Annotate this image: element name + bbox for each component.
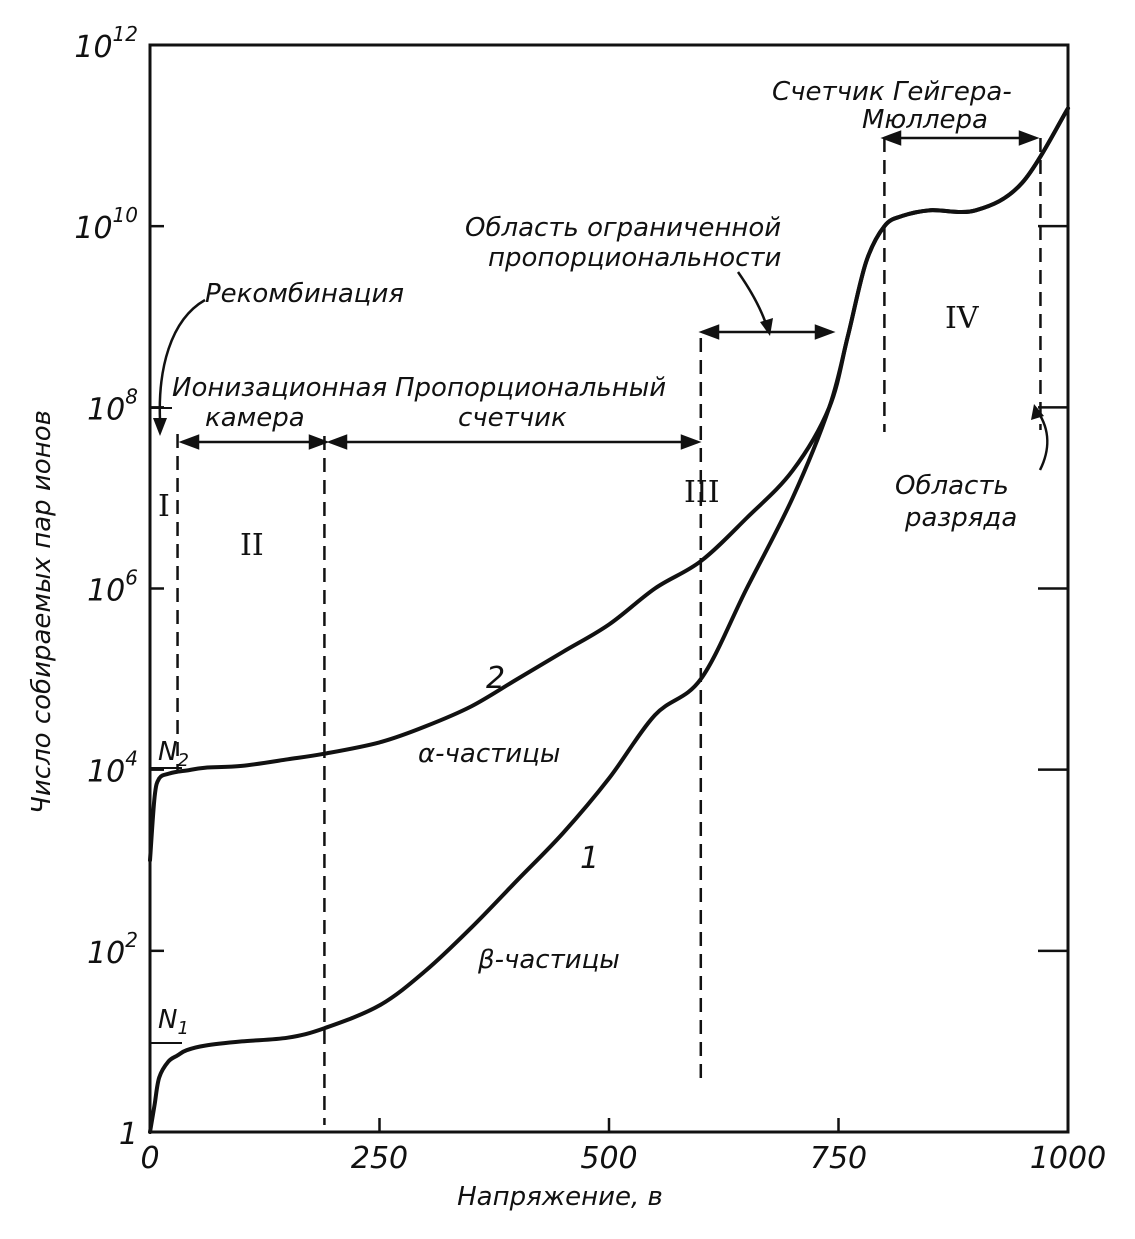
geiger-arrowhead-left [880, 130, 902, 146]
series-2-number-label: 2 [486, 661, 505, 696]
discharge-callout-arrowhead [1031, 404, 1044, 420]
limited-prop-label-1: Область ограниченной [465, 213, 781, 243]
recombination-arrow [158, 298, 206, 421]
proportional-arrowhead-left [326, 434, 348, 450]
x-axis-title: Напряжение, в [457, 1182, 663, 1212]
limited-prop-arrowhead-left [698, 324, 720, 340]
limited-prop-arrowhead-right [814, 324, 836, 340]
recombination-arrowhead [153, 418, 167, 436]
series-lines [148, 106, 1070, 1134]
region-boundaries [176, 138, 1042, 1125]
region-i-label: I [158, 489, 170, 524]
recombination-label: Рекомбинация [205, 279, 404, 309]
y-tick-label: 102 [87, 928, 138, 971]
y-tick-label: 1012 [74, 22, 138, 65]
series-line-1 [148, 106, 1070, 1134]
n1-label: N1 [158, 1005, 189, 1039]
x-tick-label: 250 [351, 1141, 408, 1176]
geiger-label-2: Мюллера [862, 105, 988, 135]
region-iv-label: IV [945, 301, 980, 336]
limited-prop-callout-arrowhead [760, 318, 773, 336]
y-tick-label: 108 [87, 384, 138, 427]
series-2-particle-label: α-частицы [418, 739, 560, 769]
region-ii-label: II [240, 528, 264, 563]
discharge-callout-arrow [1036, 411, 1049, 471]
x-tick-label: 500 [580, 1141, 637, 1176]
y-axis-ticks: 1 102 104 106 108 1010 1012 [74, 22, 1068, 1152]
y-tick-label: 104 [87, 747, 138, 790]
x-axis-ticks: 0 250 500 750 1000 [140, 1118, 1106, 1176]
geiger-arrowhead-right [1018, 130, 1040, 146]
x-tick-label: 1000 [1030, 1141, 1106, 1176]
geiger-label-1: Счетчик Гейгера- [772, 77, 1012, 107]
region-arrows [178, 130, 1040, 450]
proportional-label-1: Пропорциональный [395, 373, 666, 403]
y-tick-label: 106 [87, 566, 138, 609]
n2-label: N2 [158, 737, 189, 771]
y-axis-title: Число собираемых пар ионов [27, 410, 57, 814]
x-tick-label: 0 [140, 1141, 159, 1176]
region-iii-label: III [684, 475, 720, 510]
discharge-label-1: Область [895, 471, 1009, 501]
proportional-label-2: счетчик [458, 403, 567, 433]
series-1-particle-label: β-частицы [477, 945, 620, 975]
x-tick-label: 750 [810, 1141, 867, 1176]
ion-chamber-arrowhead-right [308, 434, 330, 450]
limited-prop-label-2: пропорциональности [488, 243, 781, 273]
y-tick-label: 1 [119, 1117, 138, 1152]
ion-chamber-label-2: камера [205, 403, 305, 433]
y-tick-label: 1010 [74, 203, 138, 246]
n-markers [150, 407, 182, 1044]
ion-chamber-arrowhead-left [178, 434, 200, 450]
ion-chamber-label-1: Ионизационная [172, 373, 387, 403]
callout-arrowheads [153, 318, 1044, 436]
proportional-arrowhead-right [680, 434, 702, 450]
discharge-label-2: разряда [904, 503, 1017, 533]
series-1-number-label: 1 [580, 841, 599, 876]
